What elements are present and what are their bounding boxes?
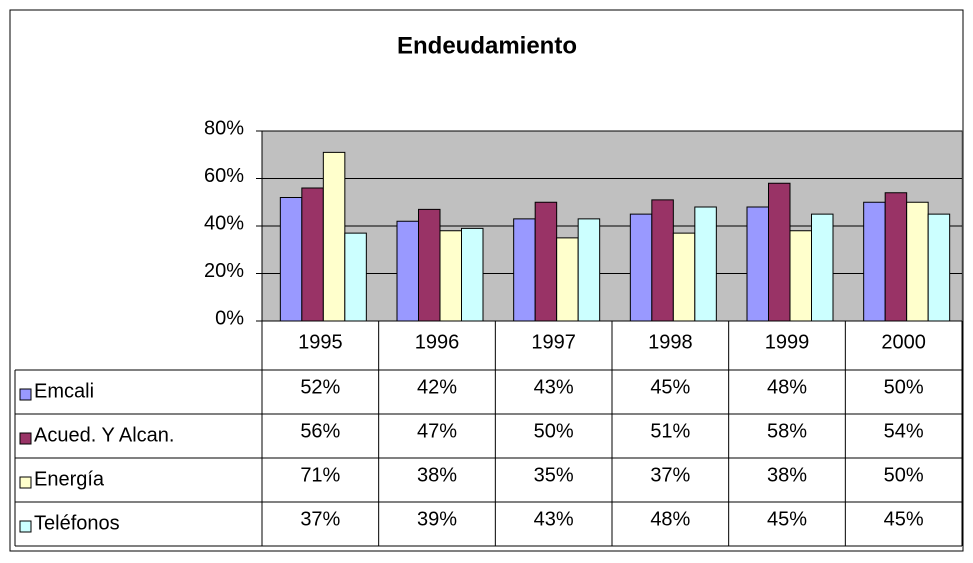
x-tick-label: 1997 — [531, 331, 576, 353]
bar — [461, 227, 484, 322]
bar — [694, 206, 717, 322]
data-label: 38% — [417, 464, 457, 486]
legend-key — [19, 520, 32, 533]
data-label: 58% — [767, 420, 807, 442]
y-tick-label: 60% — [204, 165, 244, 187]
legend-key — [19, 476, 32, 489]
bar — [534, 201, 558, 322]
y-tick-label: 40% — [204, 212, 244, 234]
bar — [629, 213, 653, 322]
data-label: 48% — [650, 508, 690, 530]
bar — [344, 232, 367, 322]
bar — [439, 230, 462, 322]
bar — [768, 182, 791, 322]
x-tick-label: 2000 — [881, 331, 926, 353]
legend-label: Acued. Y Alcan. — [34, 424, 174, 446]
legend-key — [19, 432, 32, 445]
bar — [927, 213, 951, 322]
data-label: 37% — [650, 464, 690, 486]
bar — [418, 208, 441, 322]
data-label: 43% — [534, 376, 574, 398]
data-label: 50% — [534, 420, 574, 442]
data-label: 37% — [300, 508, 340, 530]
x-tick-label: 1996 — [415, 331, 460, 353]
legend-label: Emcali — [34, 380, 94, 402]
x-tick-label: 1999 — [765, 331, 810, 353]
bar — [651, 199, 674, 322]
bar — [789, 230, 812, 322]
bar — [746, 206, 769, 322]
bar — [906, 201, 929, 322]
bar — [301, 187, 324, 322]
bar — [322, 151, 346, 322]
bar — [672, 232, 696, 322]
legend-label: Energía — [34, 468, 105, 490]
data-label: 50% — [884, 376, 924, 398]
bar — [513, 218, 536, 322]
data-label: 35% — [534, 464, 574, 486]
bar — [396, 220, 419, 322]
y-tick-label: 0% — [215, 307, 244, 329]
data-label: 56% — [300, 420, 340, 442]
chart-title: Endeudamiento — [397, 32, 577, 59]
y-tick-label: 20% — [204, 260, 244, 282]
data-label: 45% — [650, 376, 690, 398]
data-label: 52% — [300, 376, 340, 398]
data-label: 45% — [767, 508, 807, 530]
bar — [577, 218, 601, 322]
data-label: 47% — [417, 420, 457, 442]
bar — [279, 197, 303, 322]
data-label: 50% — [884, 464, 924, 486]
bar — [884, 192, 908, 322]
data-label: 38% — [767, 464, 807, 486]
bar — [863, 201, 886, 322]
data-label: 51% — [650, 420, 690, 442]
data-label: 54% — [884, 420, 924, 442]
legend-key — [19, 388, 32, 401]
x-tick-label: 1995 — [298, 331, 343, 353]
data-label: 71% — [300, 464, 340, 486]
bar — [556, 237, 579, 322]
bar — [811, 213, 834, 322]
y-tick-label: 80% — [204, 117, 244, 139]
data-label: 43% — [534, 508, 574, 530]
x-tick-label: 1998 — [648, 331, 693, 353]
data-label: 42% — [417, 376, 457, 398]
data-label: 45% — [884, 508, 924, 530]
data-label: 39% — [417, 508, 457, 530]
data-label: 48% — [767, 376, 807, 398]
legend-label: Teléfonos — [34, 512, 120, 534]
